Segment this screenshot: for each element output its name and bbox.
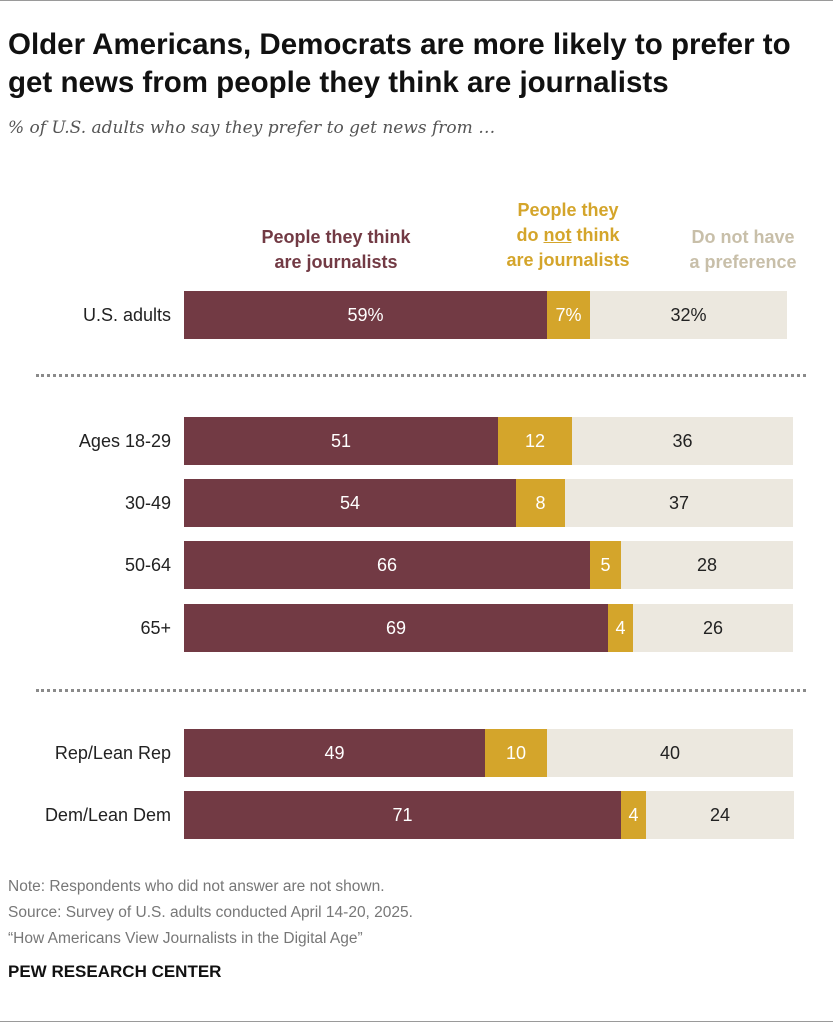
data-label: 10 [505,742,527,763]
bar-row: 59% 7% 32% [184,291,787,339]
data-label: 40 [659,742,681,763]
data-label: 7% [555,304,582,325]
data-label: 32% [670,304,707,325]
data-label: 26 [702,617,724,638]
note-text: Note: Respondents who did not answer are… [8,878,385,895]
legend-not-journalists-not: not [543,225,572,245]
legend-no-preference: Do not have a preference [670,225,816,275]
bottom-rule [0,1021,833,1022]
bar-segment-journalists: 69 [184,604,608,652]
bar-segment-no-preference: 36 [572,417,793,465]
row-label: 30-49 [124,493,171,513]
bar-segment-journalists: 51 [184,417,498,465]
data-label: 4 [615,617,626,638]
data-label: 71 [392,804,413,825]
data-label: 28 [696,554,718,575]
bar-segment-journalists: 71 [184,791,621,839]
legend-journalists-line-1: People they think [261,227,411,247]
bar-row: 66 5 28 [184,541,793,589]
row-label: Dem/Lean Dem [44,805,171,825]
bar-segment-not-journalists: 8 [516,479,565,527]
bar-row: 54 8 37 [184,479,793,527]
bar-row: 49 10 40 [184,729,793,777]
top-rule [0,0,833,1]
legend-no-preference-line-2: a preference [689,252,797,272]
chart-subtitle: % of U.S. adults who say they prefer to … [8,118,496,138]
bar-segment-no-preference: 26 [633,604,793,652]
bar-row: 71 4 24 [184,791,794,839]
chart-title: Older Americans, Democrats are more like… [8,28,791,99]
data-label: 24 [709,804,731,825]
legend-no-preference-line-1: Do not have [691,227,795,247]
bar-segment-not-journalists: 7% [547,291,590,339]
bar-row: 51 12 36 [184,417,793,465]
bar-segment-journalists: 49 [184,729,485,777]
legend-not-journalists-line-1: People they [517,200,619,220]
bar-segment-not-journalists: 4 [608,604,633,652]
bar-segment-journalists: 54 [184,479,516,527]
data-label: 5 [600,554,611,575]
legend-not-journalists-do: do [516,225,544,245]
bar-segment-journalists: 66 [184,541,590,589]
data-label: 59% [347,304,384,325]
bar-segment-no-preference: 24 [646,791,794,839]
row-label: U.S. adults [82,305,171,325]
row-label: 50-64 [124,555,171,575]
data-label: 36 [672,430,693,451]
row-label: Rep/Lean Rep [54,743,171,763]
data-label: 12 [524,430,546,451]
group-divider [36,689,806,692]
brand-logo: PEW RESEARCH CENTER [8,962,222,981]
source-text: Source: Survey of U.S. adults conducted … [8,904,413,921]
data-label: 37 [668,492,690,513]
data-label: 54 [339,492,361,513]
data-label: 66 [376,554,398,575]
bar-segment-not-journalists: 10 [485,729,547,777]
data-label: 8 [535,492,546,513]
bar-segment-not-journalists: 12 [498,417,572,465]
legend-journalists-line-2: are journalists [274,252,398,272]
legend-not-journalists: People they do not think are journalists [486,198,650,273]
row-label: 65+ [140,618,171,638]
bar-segment-no-preference: 28 [621,541,793,589]
bar-segment-not-journalists: 5 [590,541,621,589]
notes: Note: Respondents who did not answer are… [8,874,413,952]
legend-journalists: People they think are journalists [238,225,434,275]
bar-segment-no-preference: 37 [565,479,793,527]
data-label: 49 [324,742,345,763]
legend-not-journalists-line-3: are journalists [506,250,630,270]
data-label: 69 [385,617,407,638]
report-title: “How Americans View Journalists in the D… [8,930,363,947]
row-label: Ages 18-29 [78,431,171,451]
bar-row: 69 4 26 [184,604,793,652]
legend-not-journalists-think: think [571,225,620,245]
bar-segment-no-preference: 40 [547,729,793,777]
data-label: 4 [628,804,639,825]
legend-not-journalists-line-2: do not think [486,223,650,248]
group-divider [36,374,806,377]
bar-segment-not-journalists: 4 [621,791,646,839]
data-label: 51 [330,430,352,451]
bar-segment-journalists: 59% [184,291,547,339]
bar-segment-no-preference: 32% [590,291,787,339]
